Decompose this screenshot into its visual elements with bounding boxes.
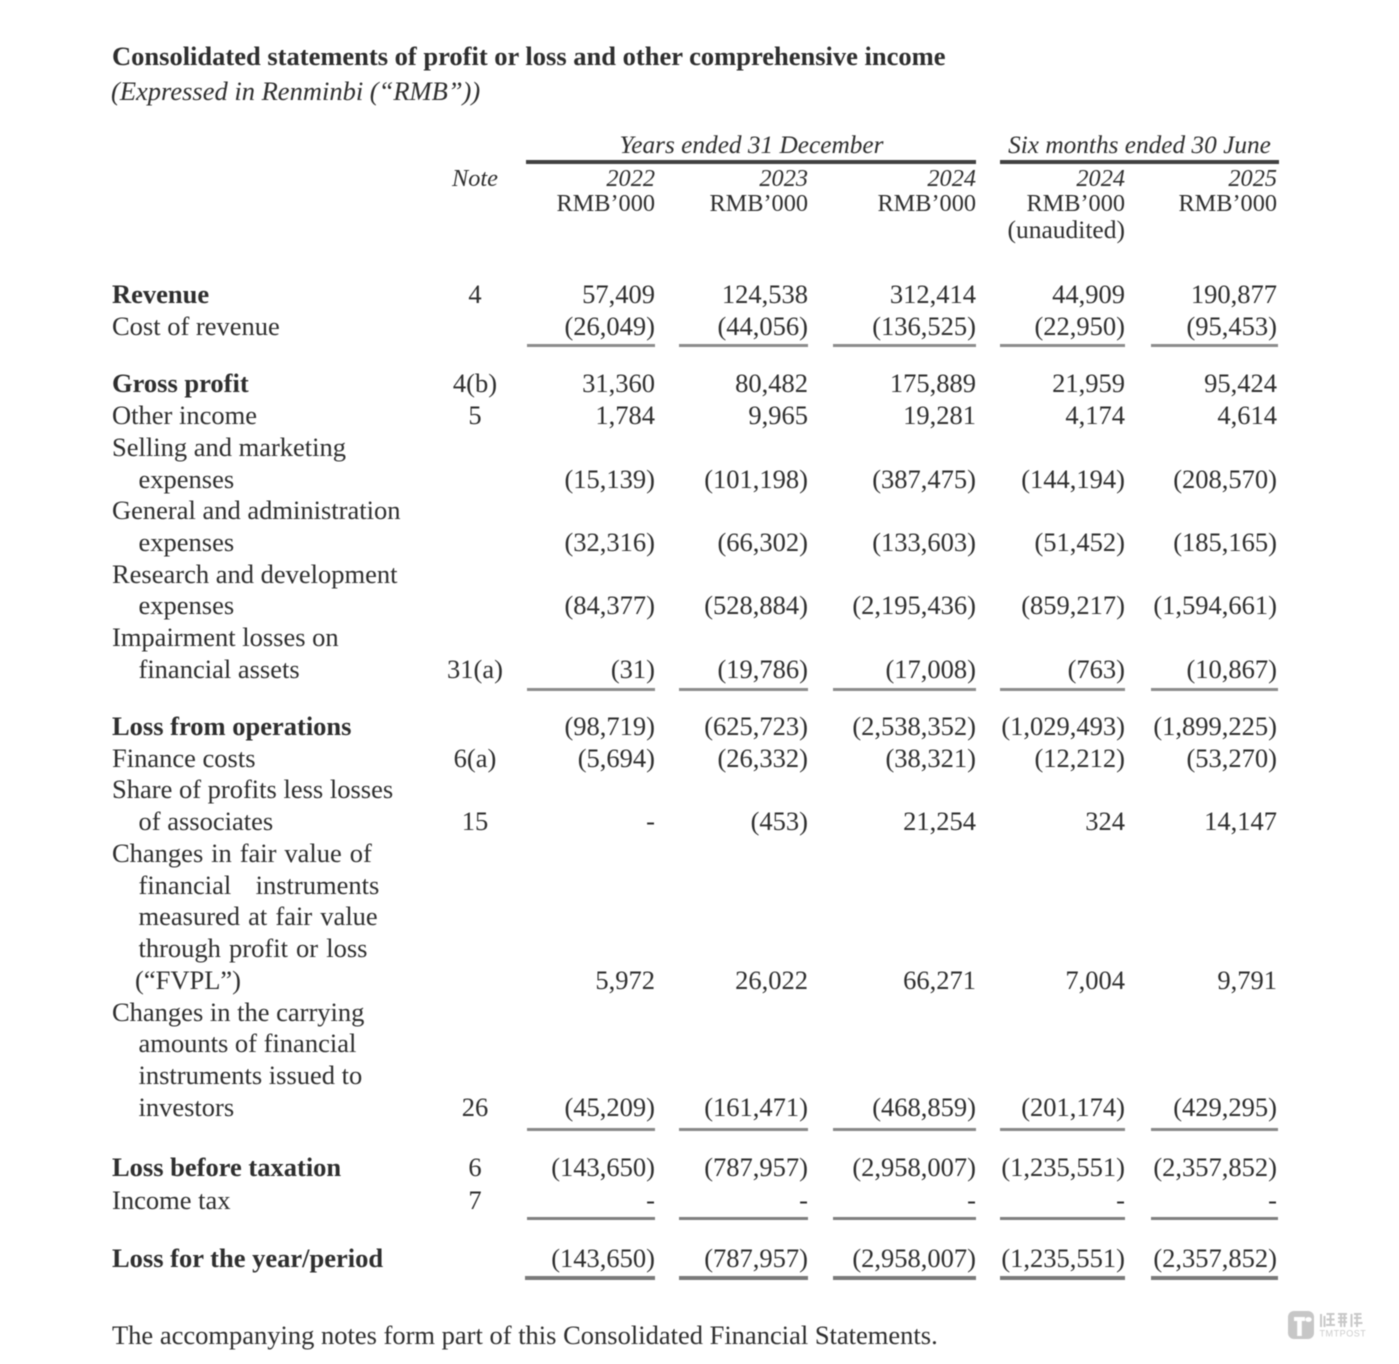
svg-text:TMTPOST: TMTPOST	[1320, 1329, 1367, 1339]
